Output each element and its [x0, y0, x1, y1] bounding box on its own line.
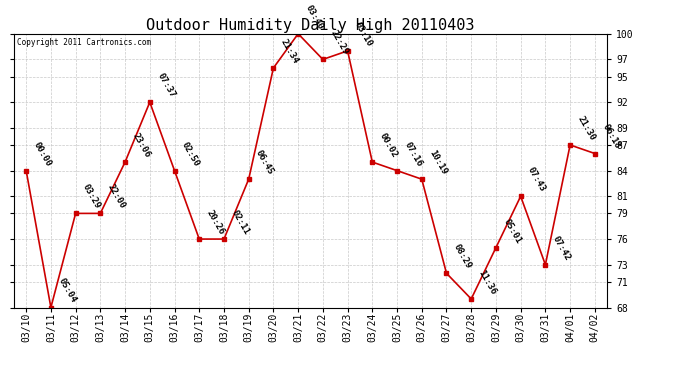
Text: 03:29: 03:29 — [81, 183, 102, 211]
Text: 23:06: 23:06 — [130, 132, 152, 159]
Text: 03:40: 03:40 — [304, 3, 325, 31]
Text: 05:01: 05:01 — [502, 217, 523, 245]
Text: 08:29: 08:29 — [452, 243, 473, 270]
Text: 21:34: 21:34 — [279, 38, 300, 65]
Text: 07:42: 07:42 — [551, 234, 572, 262]
Text: 00:00: 00:00 — [32, 140, 53, 168]
Text: 22:29: 22:29 — [328, 29, 350, 57]
Text: Copyright 2011 Cartronics.com: Copyright 2011 Cartronics.com — [17, 38, 151, 47]
Text: 11:36: 11:36 — [477, 268, 498, 296]
Text: 10:19: 10:19 — [427, 148, 449, 176]
Text: 05:04: 05:04 — [57, 277, 78, 305]
Text: 03:10: 03:10 — [353, 20, 375, 48]
Text: 07:43: 07:43 — [526, 166, 547, 194]
Text: 07:37: 07:37 — [155, 72, 177, 99]
Text: 02:50: 02:50 — [180, 140, 201, 168]
Text: 00:02: 00:02 — [378, 132, 399, 159]
Title: Outdoor Humidity Daily High 20110403: Outdoor Humidity Daily High 20110403 — [146, 18, 475, 33]
Text: 22:00: 22:00 — [106, 183, 127, 211]
Text: 02:11: 02:11 — [230, 209, 250, 236]
Text: 06:45: 06:45 — [254, 148, 275, 176]
Text: 21:30: 21:30 — [575, 114, 597, 142]
Text: 07:16: 07:16 — [402, 140, 424, 168]
Text: 06:18: 06:18 — [600, 123, 622, 151]
Text: 20:26: 20:26 — [205, 209, 226, 236]
